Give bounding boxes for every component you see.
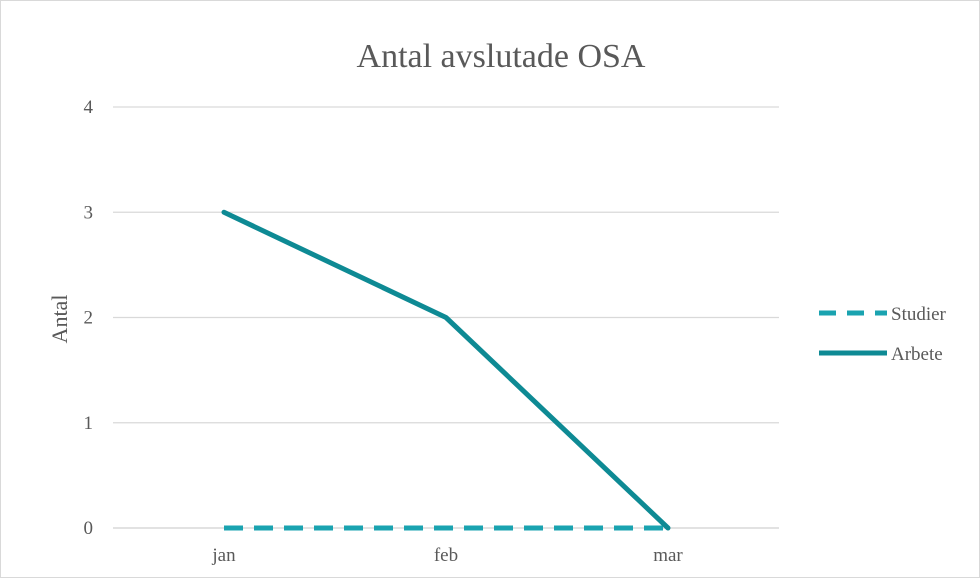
x-tick-label: jan <box>211 545 236 566</box>
y-tick-label: 2 <box>84 308 94 329</box>
x-tick-label: mar <box>653 545 683 566</box>
y-tick-label: 4 <box>84 97 94 118</box>
y-tick-label: 3 <box>84 202 94 223</box>
gridlines <box>113 106 779 424</box>
x-tick-label: feb <box>434 545 458 566</box>
series-lines <box>221 209 671 531</box>
axes: 0 1 2 3 4 jan feb mar <box>84 97 779 566</box>
chart-title: Antal avslutade OSA <box>357 38 646 75</box>
legend: Studier Arbete <box>819 304 947 365</box>
legend-label-studier: Studier <box>891 304 947 325</box>
legend-label-arbete: Arbete <box>891 344 943 365</box>
y-axis-title: Antal <box>47 295 72 344</box>
y-tick-label: 0 <box>84 518 94 539</box>
series-line-arbete <box>221 209 671 531</box>
y-tick-label: 1 <box>84 413 94 434</box>
